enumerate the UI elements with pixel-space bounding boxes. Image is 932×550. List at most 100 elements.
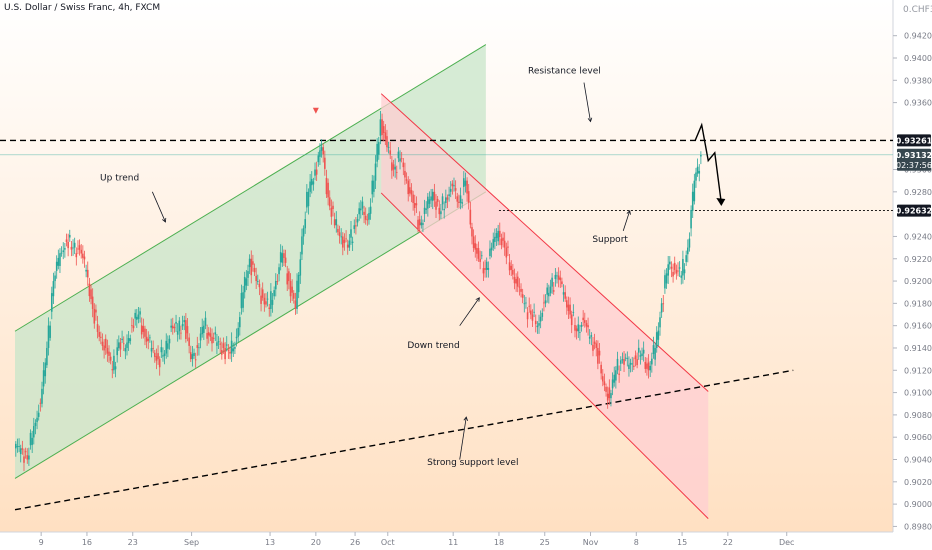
candle-body: [36, 417, 38, 423]
candle-body: [271, 299, 274, 305]
candle-body: [399, 158, 401, 162]
candle-body: [695, 172, 697, 181]
x-tick-label: 20: [311, 538, 321, 547]
candle-body: [361, 201, 364, 209]
candle-body: [657, 330, 660, 340]
candle-body: [477, 248, 480, 259]
candle-body: [583, 320, 586, 323]
candle-body: [595, 343, 598, 348]
candle-body: [415, 203, 418, 206]
candle-body: [397, 151, 400, 159]
candle-body: [507, 246, 509, 248]
candle-body: [250, 258, 253, 276]
candle-body: [548, 292, 550, 297]
projection-arrowhead: [716, 197, 726, 206]
annotation-arrow: [151, 191, 166, 223]
candle-body: [610, 393, 612, 399]
candle-body: [80, 249, 83, 254]
candle-body: [206, 332, 208, 339]
candle-body: [428, 199, 431, 204]
candle-body: [637, 347, 640, 353]
x-tick-label: 9: [39, 538, 44, 547]
candle-body: [73, 242, 76, 248]
candle-body: [240, 292, 243, 309]
candle-body: [400, 158, 403, 160]
candle-body: [39, 402, 42, 404]
candle-body: [453, 185, 455, 187]
candle-body: [306, 191, 308, 208]
candle-body: [615, 370, 617, 381]
annotation-arrow: [459, 297, 480, 326]
candle-body: [574, 325, 576, 331]
candle-body: [127, 338, 130, 344]
candle-body: [131, 325, 133, 327]
candle-body: [593, 341, 596, 344]
candle-body: [534, 320, 537, 325]
candle-body: [91, 296, 94, 309]
candle-body: [101, 341, 104, 346]
candle-body: [276, 281, 279, 282]
candle-body: [613, 374, 616, 383]
candle-body: [690, 209, 692, 229]
candle-body: [137, 314, 140, 319]
current-price-tag: [897, 148, 931, 171]
candle-body: [119, 342, 122, 350]
candle-body: [353, 225, 356, 230]
candle-body: [64, 248, 66, 250]
x-tick-label: 22: [723, 538, 733, 547]
level-price-label: 0.93261: [896, 136, 932, 145]
candle-body: [75, 253, 78, 258]
x-tick-label: 18: [494, 538, 504, 547]
candle-body: [538, 323, 540, 326]
candle-body: [490, 247, 493, 251]
candle-body: [597, 347, 599, 364]
candle-body: [463, 178, 465, 187]
candle-body: [461, 202, 463, 204]
candle-body: [304, 219, 307, 229]
candle-body: [139, 311, 141, 315]
candle-body: [232, 348, 235, 352]
candle-body: [512, 269, 514, 275]
candle-body: [274, 281, 277, 290]
candle-body: [320, 147, 323, 151]
level-price-tag: [897, 134, 931, 147]
level-lines: [0, 139, 893, 511]
annotation-arrowhead: [626, 209, 631, 215]
candle-body: [310, 178, 313, 186]
annotation-arrowhead: [587, 117, 593, 123]
candle-body: [337, 228, 339, 233]
candle-body: [675, 269, 678, 274]
candle-body: [42, 370, 45, 387]
candle-body: [556, 275, 558, 277]
candle-body: [203, 325, 205, 333]
candle-body: [33, 426, 35, 438]
candle-body: [327, 182, 329, 198]
candle-body: [55, 261, 58, 271]
candle-body: [301, 236, 303, 255]
candle-body: [234, 346, 236, 349]
candle-body: [662, 303, 665, 305]
candle-body: [531, 314, 534, 321]
candle-body: [332, 205, 334, 210]
candle-body: [191, 354, 194, 360]
candle-body: [222, 343, 225, 348]
candle-body: [678, 267, 681, 269]
candle-body: [62, 250, 65, 253]
candle-body: [351, 241, 354, 243]
candle-body: [252, 261, 254, 265]
candle-body: [225, 344, 228, 346]
candle-body: [430, 196, 432, 201]
candle-body: [665, 273, 668, 284]
candle-body: [552, 290, 555, 292]
overlays: [312, 107, 726, 206]
time-axis[interactable]: 9 16 23 Sep 13 20 26 Oct 11 18 25 Nov 8 15 22 Dec: [39, 532, 795, 547]
candle-body: [330, 207, 333, 217]
candle-body: [523, 303, 526, 305]
candle-body: [582, 317, 584, 321]
candle-body: [281, 253, 284, 263]
